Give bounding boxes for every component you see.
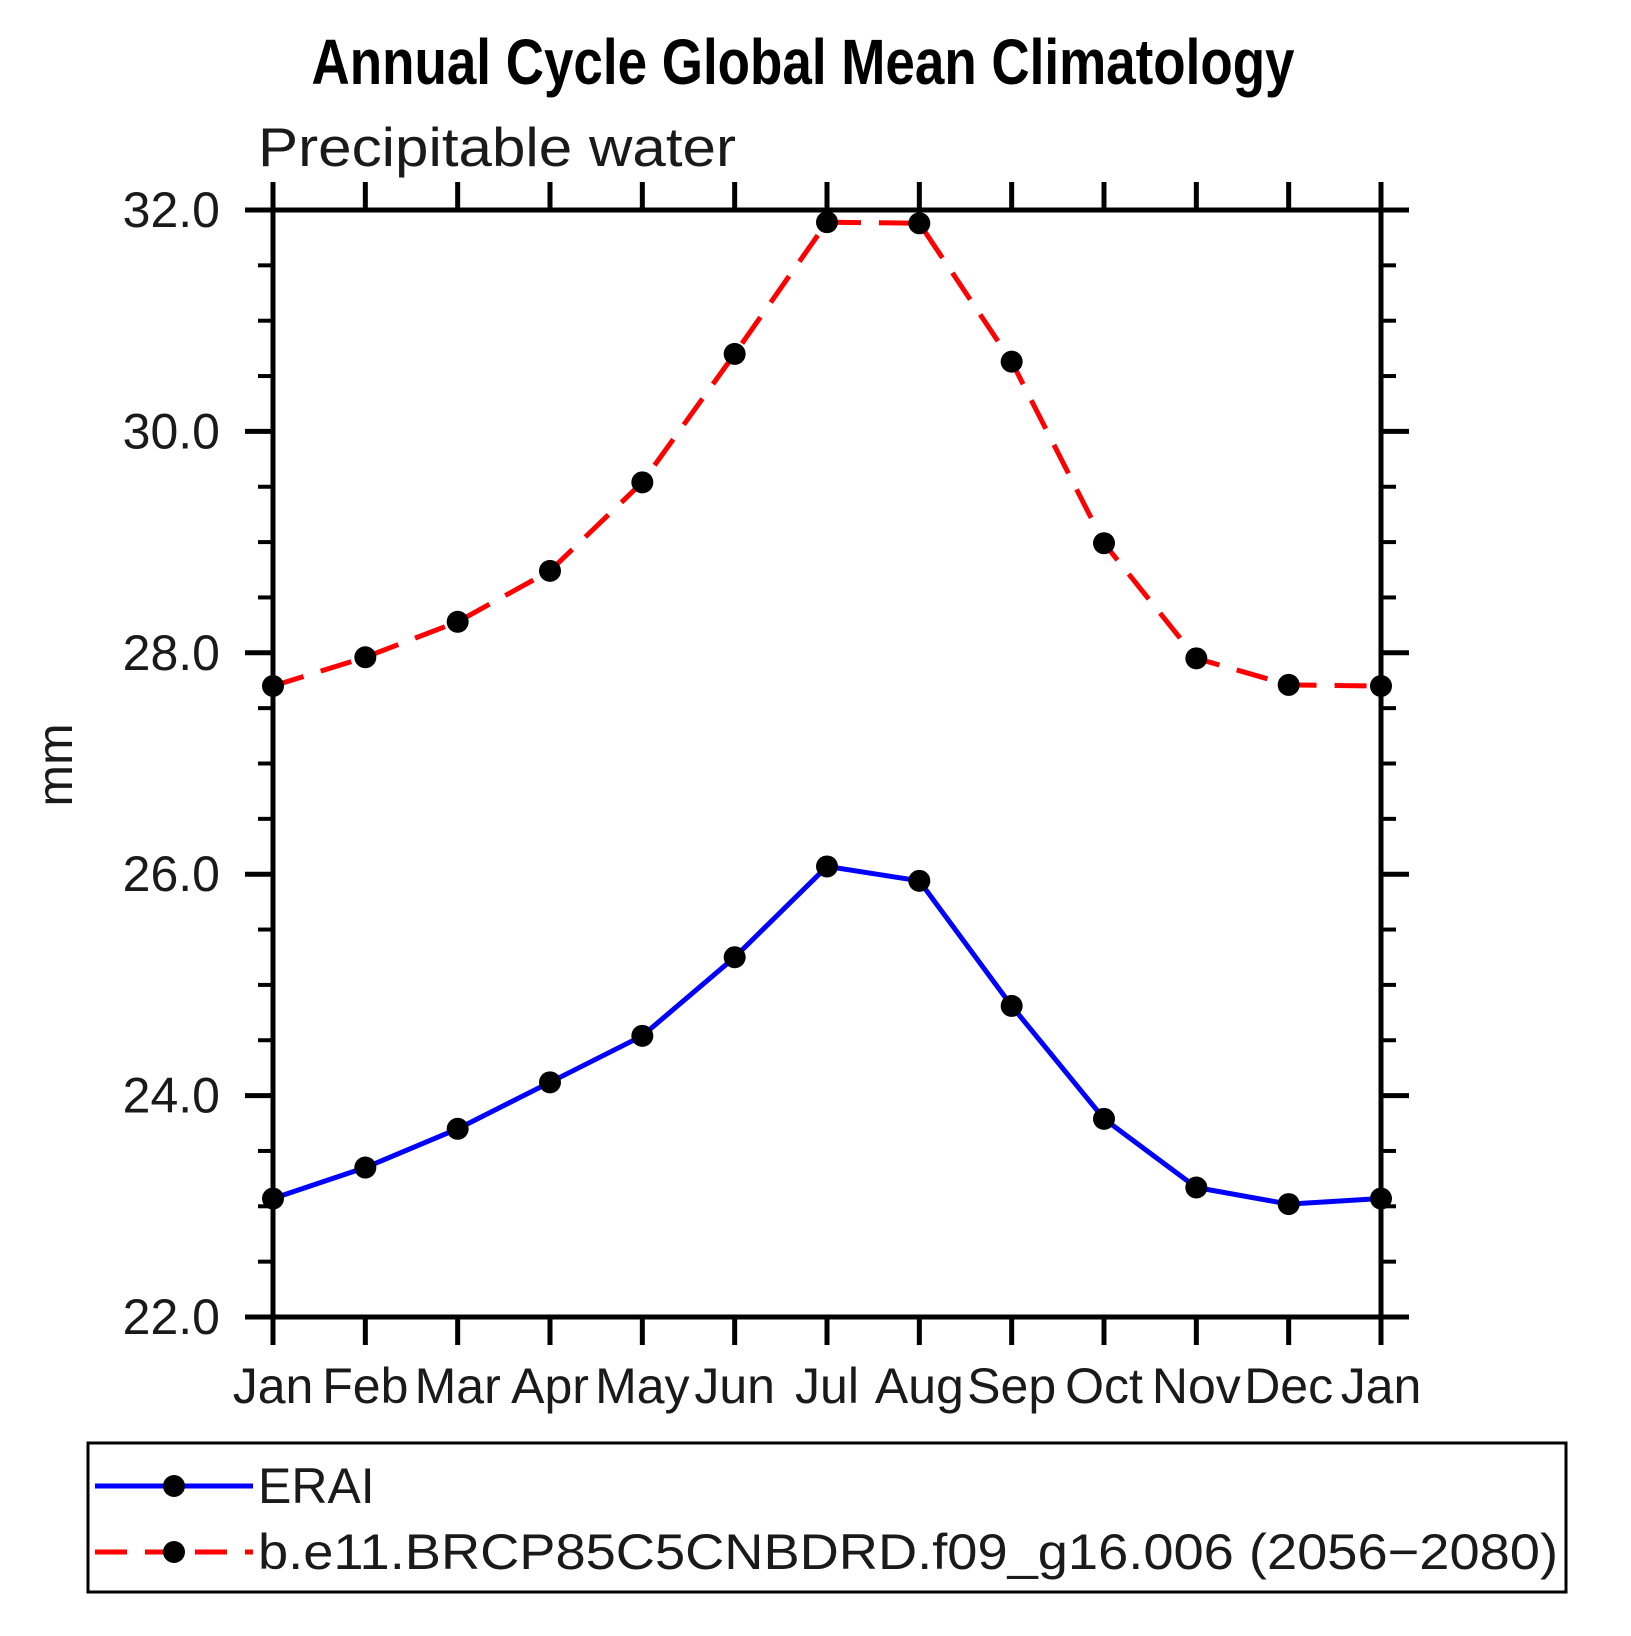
- y-tick-label: 30.0: [123, 403, 220, 459]
- month-label: Feb: [322, 1358, 408, 1414]
- data-point-0-jun: [723, 946, 746, 969]
- month-label: Apr: [511, 1358, 589, 1414]
- data-point-0-sep: [1000, 994, 1023, 1017]
- data-point-0-feb: [354, 1156, 377, 1179]
- legend-marker-dot: [163, 1475, 185, 1497]
- data-point-0-dec: [1277, 1193, 1300, 1216]
- data-point-0-mar: [446, 1117, 469, 1140]
- data-point-1-may: [631, 471, 654, 494]
- data-point-1-jun: [723, 342, 746, 365]
- legend-item-model: b.e11.BRCP85C5CNBDRD.f09_g16.006 (2056−2…: [95, 1524, 1558, 1580]
- data-point-1-aug: [908, 212, 931, 235]
- data-point-0-nov: [1185, 1176, 1208, 1199]
- y-tick-label: 22.0: [123, 1289, 220, 1345]
- data-point-1-apr: [539, 559, 561, 582]
- legend-item-erai: ERAI: [95, 1458, 375, 1514]
- month-label: Nov: [1152, 1358, 1241, 1414]
- month-label: Sep: [967, 1358, 1056, 1414]
- y-tick-labels: 22.0 24.0 26.0 28.0 30.0 32.0: [123, 182, 220, 1345]
- data-series: [262, 211, 1392, 1216]
- data-point-0-apr: [539, 1071, 561, 1094]
- data-point-1-feb: [354, 646, 377, 669]
- month-label: Dec: [1244, 1358, 1333, 1414]
- data-point-1-dec: [1277, 673, 1300, 696]
- plot-frame: [270, 207, 1384, 1320]
- data-point-1-jul: [816, 211, 838, 234]
- data-point-0-aug: [908, 869, 931, 892]
- data-point-0-oct: [1093, 1107, 1115, 1130]
- y-tick-label: 32.0: [123, 182, 220, 238]
- month-label: Jan: [233, 1358, 314, 1414]
- x-tick-labels: Jan Feb Mar Apr May Jun Jul Aug Sep Oct Nov Dec Jan: [233, 1358, 1422, 1414]
- month-label: Jul: [795, 1358, 859, 1414]
- legend: ERAI b.e11.BRCP85C5CNBDRD.f09_g16.006 (2…: [86, 1441, 1568, 1594]
- chart-subtitle: Precipitable water: [258, 116, 736, 178]
- data-point-1-sep: [1000, 350, 1023, 373]
- y-tick-label: 24.0: [123, 1068, 220, 1124]
- data-point-1-oct: [1093, 532, 1115, 555]
- month-label: Jan: [1341, 1358, 1422, 1414]
- y-axis-label: mm: [27, 723, 83, 806]
- month-label: Mar: [415, 1358, 501, 1414]
- legend-label-model: b.e11.BRCP85C5CNBDRD.f09_g16.006 (2056−2…: [258, 1524, 1558, 1580]
- month-label: Jun: [694, 1358, 775, 1414]
- y-tick-label: 26.0: [123, 846, 220, 902]
- month-label: Aug: [875, 1358, 964, 1414]
- legend-box: [86, 1441, 1568, 1594]
- y-tick-label: 28.0: [123, 625, 220, 681]
- month-label: May: [595, 1358, 689, 1414]
- data-point-1-nov: [1185, 647, 1208, 670]
- legend-marker-dot: [163, 1541, 185, 1563]
- data-point-1-mar: [446, 610, 469, 633]
- month-label: Oct: [1065, 1358, 1143, 1414]
- legend-label-erai: ERAI: [258, 1458, 375, 1514]
- data-point-0-jul: [816, 855, 838, 878]
- data-point-0-may: [631, 1024, 654, 1047]
- chart-title: Annual Cycle Global Mean Climatology: [312, 26, 1295, 98]
